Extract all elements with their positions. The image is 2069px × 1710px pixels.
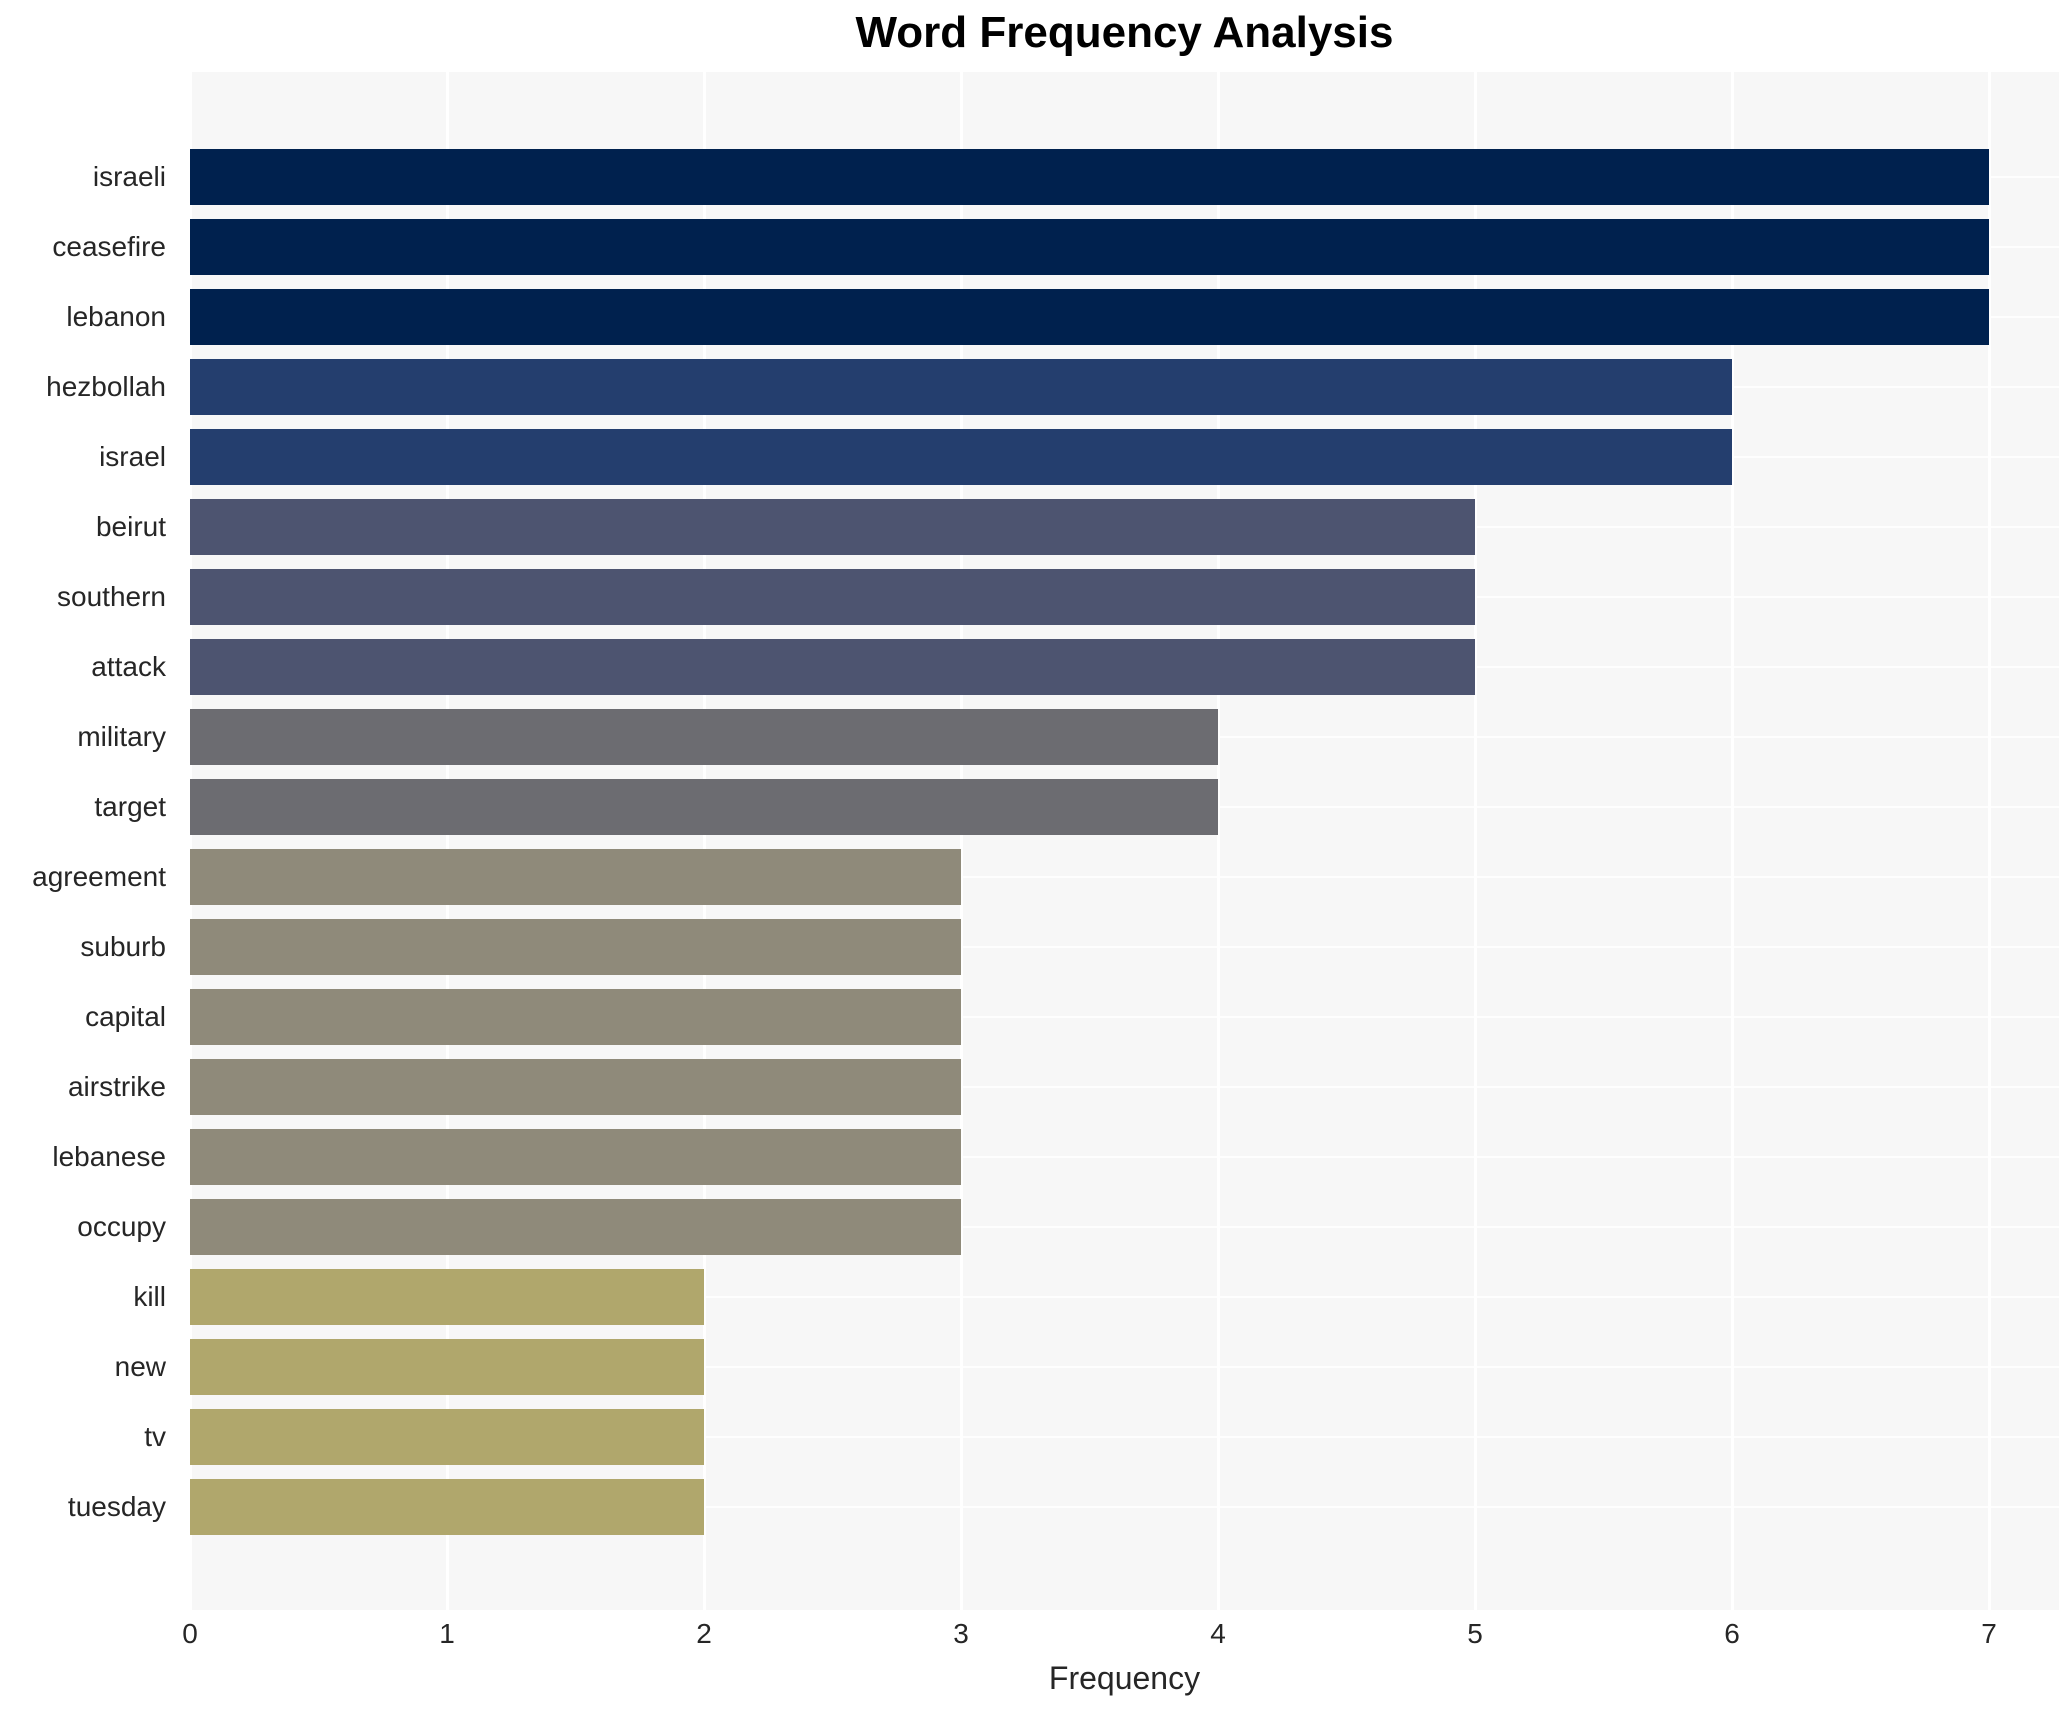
y-tick-label-tuesday: tuesday [67,1491,166,1522]
y-tick-label-occupy: occupy [77,1211,166,1242]
bar-agreement [190,849,961,905]
chart-title: Word Frequency Analysis [855,8,1394,57]
y-tick-label-new: new [114,1351,166,1382]
bar-tv [190,1409,704,1465]
plot-area [189,72,2059,1610]
horizontal-gridline [190,1506,2059,1508]
horizontal-gridline [190,1226,2059,1228]
x-axis-title: Frequency [1048,1660,1201,1696]
x-tick-label-1: 1 [439,1618,455,1649]
y-tick-label-airstrike: airstrike [67,1071,166,1102]
y-tick-label-suburb: suburb [80,931,166,962]
vertical-gridline [1474,72,1477,1610]
bar-airstrike [190,1059,961,1115]
x-axis-ticks: 0 1 2 3 4 5 6 7 [0,1618,2069,1658]
bar-ceasefire [190,219,1989,275]
bar-israeli [190,149,1989,205]
y-tick-label-tv: tv [144,1421,166,1452]
bar-military [190,709,1218,765]
horizontal-gridline [190,1086,2059,1088]
bar-target [190,779,1218,835]
vertical-gridline [960,72,963,1610]
bar-new [190,1339,704,1395]
bar-tuesday [190,1479,704,1535]
horizontal-gridline [190,1156,2059,1158]
vertical-gridline [189,72,192,1610]
y-axis-labels: israeli ceasefire lebanon hezbollah israel be… [0,72,178,1610]
vertical-gridline [1988,72,1991,1610]
y-tick-label-capital: capital [85,1001,166,1032]
bar-suburb [190,919,961,975]
vertical-gridline [703,72,706,1610]
horizontal-gridline [190,876,2059,878]
y-tick-label-attack: attack [91,651,166,682]
bar-beirut [190,499,1475,555]
horizontal-gridline [190,946,2059,948]
y-tick-label-hezbollah: hezbollah [46,371,166,402]
y-tick-label-lebanon: lebanon [66,301,166,332]
bar-lebanon [190,289,1989,345]
x-tick-label-5: 5 [1467,1618,1483,1649]
vertical-gridline [446,72,449,1610]
y-tick-label-target: target [94,791,166,822]
y-tick-label-beirut: beirut [95,511,166,542]
bar-israel [190,429,1732,485]
y-tick-label-southern: southern [57,581,166,612]
horizontal-gridline [190,1296,2059,1298]
x-tick-label-4: 4 [1210,1618,1226,1649]
y-tick-label-israeli: israeli [92,161,166,192]
horizontal-gridline [190,1366,2059,1368]
bar-hezbollah [190,359,1732,415]
bar-attack [190,639,1475,695]
x-tick-label-2: 2 [696,1618,712,1649]
bar-occupy [190,1199,961,1255]
y-tick-label-israel: israel [99,441,166,472]
y-tick-label-kill: kill [133,1281,166,1312]
x-tick-label-7: 7 [1981,1618,1997,1649]
bar-capital [190,989,961,1045]
y-tick-label-lebanese: lebanese [52,1141,166,1172]
x-tick-label-6: 6 [1724,1618,1740,1649]
bar-kill [190,1269,704,1325]
y-tick-label-agreement: agreement [32,861,166,892]
x-tick-label-3: 3 [953,1618,969,1649]
x-tick-label-0: 0 [182,1618,198,1649]
vertical-gridline [1217,72,1220,1610]
horizontal-gridline [190,1016,2059,1018]
horizontal-gridline [190,1436,2059,1438]
y-tick-label-military: military [77,721,166,752]
vertical-gridline [1731,72,1734,1610]
bar-southern [190,569,1475,625]
y-tick-label-ceasefire: ceasefire [52,231,166,262]
bar-lebanese [190,1129,961,1185]
